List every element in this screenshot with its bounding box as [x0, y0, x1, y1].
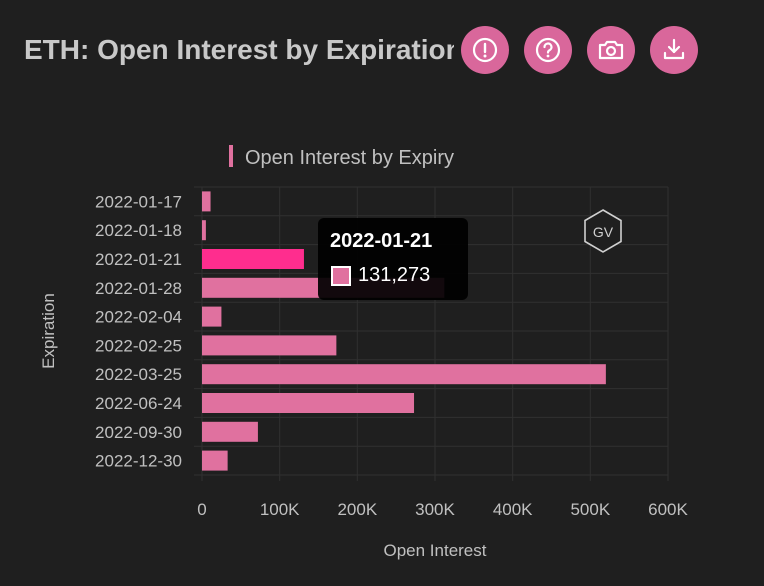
- tooltip-swatch: [331, 266, 351, 286]
- camera-icon: [598, 40, 624, 60]
- y-tick-label: 2022-01-18: [95, 221, 182, 240]
- x-tick-label: 200K: [337, 500, 377, 519]
- legend-swatch: [229, 145, 233, 167]
- download-icon: [663, 38, 685, 60]
- x-tick-label: 400K: [493, 500, 533, 519]
- help-button[interactable]: [524, 26, 572, 74]
- x-axis-label: Open Interest: [383, 541, 486, 560]
- y-tick-label: 2022-12-30: [95, 452, 182, 471]
- y-tick-label: 2022-03-25: [95, 365, 182, 384]
- bar-2022-03-25[interactable]: [202, 364, 606, 385]
- screenshot-button[interactable]: [587, 26, 635, 74]
- y-tick-label: 2022-01-21: [95, 250, 182, 269]
- x-tick-label: 300K: [415, 500, 455, 519]
- tooltip-title: 2022-01-21: [330, 230, 433, 252]
- bar-2022-01-18[interactable]: [202, 220, 206, 241]
- y-tick-label: 2022-06-24: [95, 394, 182, 413]
- bar-2022-02-25[interactable]: [202, 335, 337, 356]
- download-button[interactable]: [650, 26, 698, 74]
- watermark-logo: GV: [584, 209, 622, 253]
- x-tick-label: 600K: [648, 500, 688, 519]
- chart-toolbar: [461, 26, 698, 74]
- tooltip-value: 131,273: [358, 264, 431, 286]
- page-title: ETH: Open Interest by Expiration: [24, 34, 454, 65]
- legend-label: Open Interest by Expiry: [245, 147, 454, 169]
- info-icon: [472, 37, 498, 63]
- y-axis-label: Expiration: [39, 293, 58, 369]
- bar-2022-12-30[interactable]: [202, 450, 228, 471]
- bar-2022-02-04[interactable]: [202, 306, 222, 327]
- x-tick-label: 100K: [260, 500, 300, 519]
- y-tick-label: 2022-02-25: [95, 336, 182, 355]
- x-tick-labels: 0 100K 200K 300K 400K 500K 600K: [197, 500, 688, 519]
- x-tick-label: 0: [197, 500, 206, 519]
- y-tick-label: 2022-01-17: [95, 192, 182, 211]
- legend[interactable]: Open Interest by Expiry: [229, 145, 454, 169]
- help-icon: [535, 37, 561, 63]
- watermark-text: GV: [593, 224, 614, 240]
- y-tick-label: 2022-09-30: [95, 423, 182, 442]
- y-tick-labels: 2022-01-17 2022-01-18 2022-01-21 2022-01-28…: [95, 192, 182, 470]
- x-tick-label: 500K: [570, 500, 610, 519]
- bar-2022-06-24[interactable]: [202, 393, 415, 413]
- bar-2022-09-30[interactable]: [202, 421, 258, 442]
- y-tick-label: 2022-02-04: [95, 308, 182, 327]
- y-tick-label: 2022-01-28: [95, 279, 182, 298]
- tooltip: 2022-01-21 131,273: [318, 218, 468, 300]
- info-button[interactable]: [461, 26, 509, 74]
- bar-2022-01-17[interactable]: [202, 191, 211, 212]
- bar-2022-01-21[interactable]: [202, 249, 304, 269]
